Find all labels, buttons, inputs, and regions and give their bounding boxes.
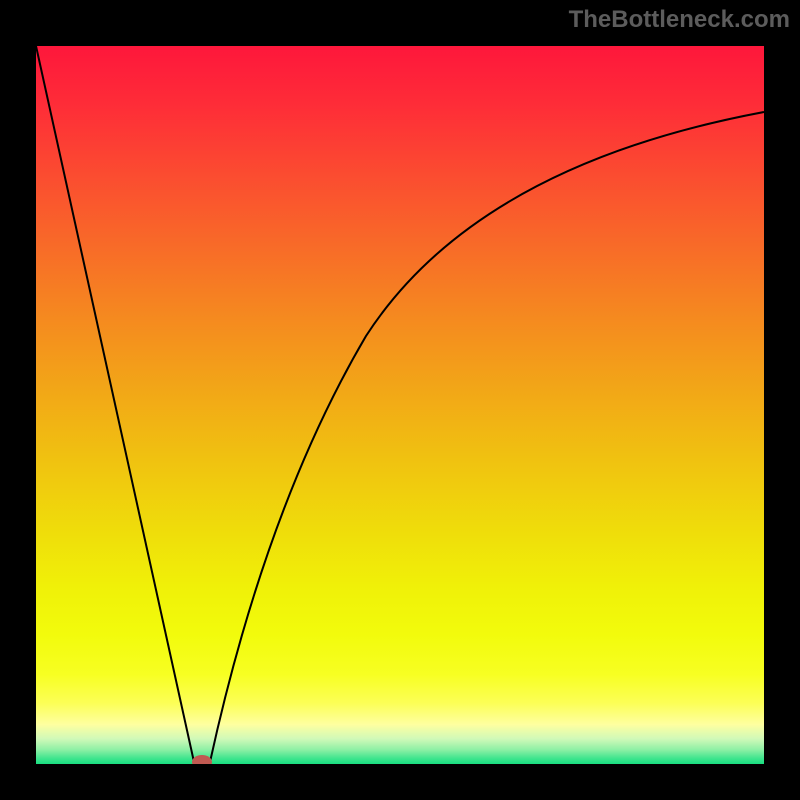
- left-descent-line: [36, 46, 194, 762]
- right-recovery-curve: [210, 112, 764, 762]
- plot-area: [36, 46, 764, 764]
- watermark-text: TheBottleneck.com: [569, 6, 790, 34]
- chart-stage: TheBottleneck.com: [0, 0, 800, 800]
- curve-layer: [36, 46, 764, 764]
- bottleneck-marker-icon: [192, 755, 212, 764]
